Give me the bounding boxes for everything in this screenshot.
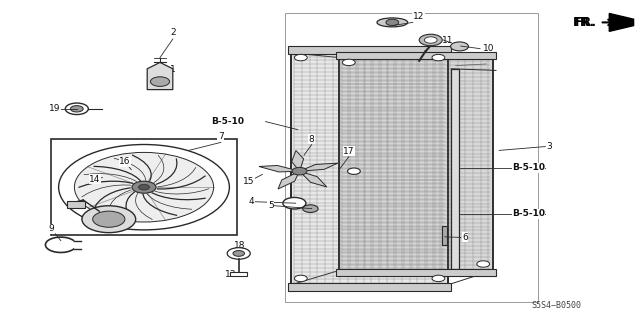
Circle shape: [294, 275, 307, 282]
Text: 9: 9: [49, 224, 54, 233]
Text: 1: 1: [170, 65, 175, 74]
Bar: [285, 13, 538, 302]
Bar: [451, 69, 459, 269]
Circle shape: [150, 77, 170, 86]
Polygon shape: [278, 171, 300, 189]
Bar: [336, 269, 496, 276]
Circle shape: [283, 197, 306, 209]
Text: 7: 7: [218, 132, 223, 141]
Text: 6: 6: [462, 233, 468, 242]
Circle shape: [419, 34, 442, 46]
Bar: [67, 201, 85, 208]
Polygon shape: [147, 62, 173, 90]
Polygon shape: [300, 163, 338, 171]
Text: 17: 17: [343, 147, 355, 156]
Circle shape: [348, 168, 360, 174]
Text: B-5-10: B-5-10: [512, 164, 545, 172]
Text: 16: 16: [119, 157, 131, 166]
Polygon shape: [291, 53, 448, 285]
Circle shape: [432, 54, 445, 61]
Polygon shape: [292, 150, 303, 171]
Bar: [51, 139, 237, 235]
Bar: [442, 226, 447, 245]
Circle shape: [65, 103, 88, 115]
Circle shape: [227, 248, 250, 259]
Circle shape: [82, 206, 136, 233]
Circle shape: [138, 184, 150, 190]
Text: 14: 14: [89, 175, 100, 184]
Circle shape: [74, 152, 214, 222]
Text: 12: 12: [413, 12, 424, 21]
Circle shape: [342, 59, 355, 66]
Text: 3: 3: [547, 142, 552, 151]
Text: 13: 13: [225, 270, 236, 279]
Text: B-5-10: B-5-10: [512, 209, 545, 218]
Circle shape: [294, 54, 307, 61]
Circle shape: [59, 145, 229, 230]
Circle shape: [303, 205, 318, 212]
Circle shape: [70, 106, 83, 112]
Circle shape: [424, 37, 437, 43]
Polygon shape: [339, 58, 493, 270]
Text: FR.: FR.: [573, 16, 595, 29]
Ellipse shape: [377, 18, 408, 27]
Circle shape: [386, 19, 399, 26]
Text: 11: 11: [442, 36, 454, 45]
Bar: [230, 272, 247, 276]
Text: 4: 4: [249, 197, 254, 206]
Text: 2: 2: [170, 28, 175, 37]
Circle shape: [292, 167, 307, 175]
Bar: [288, 46, 451, 54]
Text: S5S4−B0500: S5S4−B0500: [532, 301, 582, 310]
Circle shape: [432, 275, 445, 282]
Text: 15: 15: [243, 177, 254, 186]
Text: 10: 10: [483, 44, 495, 53]
Bar: [336, 52, 496, 59]
Circle shape: [233, 251, 244, 256]
Text: FR.: FR.: [575, 16, 596, 29]
Circle shape: [451, 42, 468, 51]
Circle shape: [132, 181, 156, 193]
Text: 19: 19: [49, 104, 60, 113]
Polygon shape: [609, 13, 634, 31]
Circle shape: [93, 211, 125, 227]
Circle shape: [477, 261, 490, 267]
Text: 5: 5: [268, 201, 273, 210]
Bar: [288, 283, 451, 291]
Polygon shape: [259, 165, 300, 172]
Polygon shape: [300, 171, 327, 187]
Text: B-5-10: B-5-10: [211, 117, 244, 126]
Text: 18: 18: [234, 241, 246, 250]
Text: 8: 8: [309, 135, 314, 144]
